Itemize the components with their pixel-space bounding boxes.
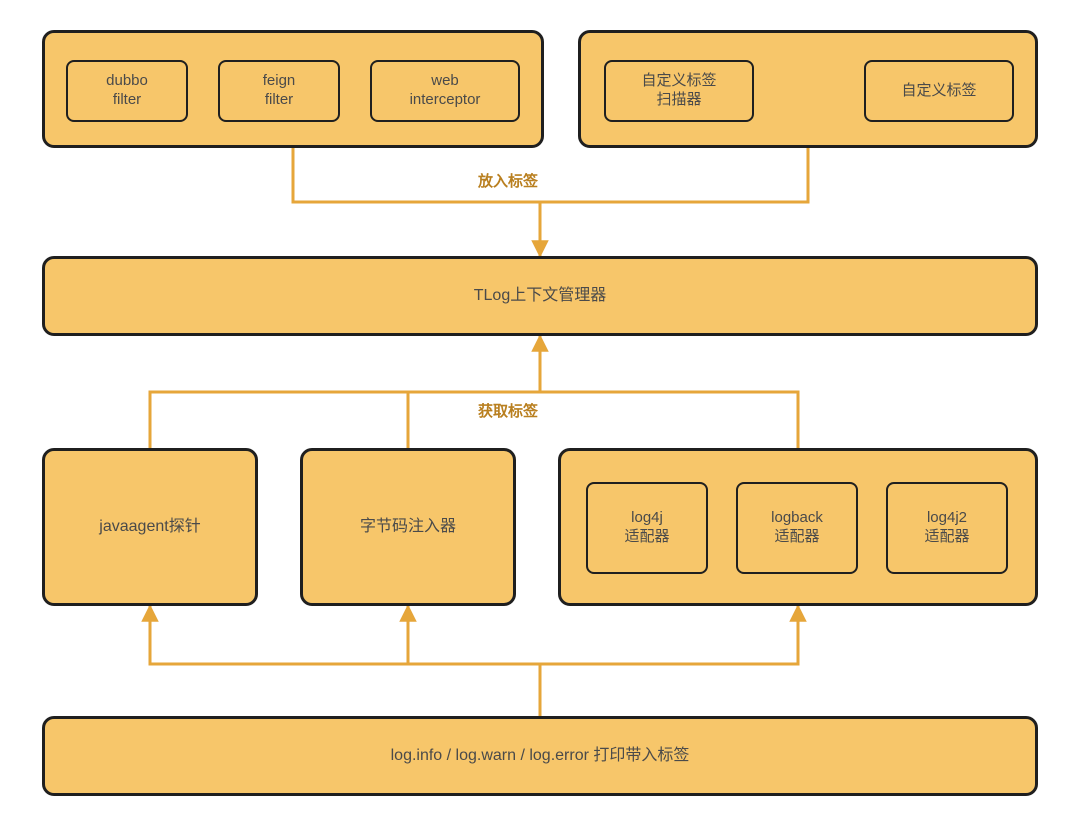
custom-tag-box: 自定义标签	[864, 60, 1014, 122]
web-interceptor-box: web interceptor	[370, 60, 520, 122]
logback-label: logback 适配器	[771, 509, 823, 547]
log4j-label: log4j 适配器	[624, 509, 669, 547]
context-manager-box: TLog上下文管理器	[42, 256, 1038, 336]
context-manager-label: TLog上下文管理器	[474, 286, 606, 306]
feign-filter-box: feign filter	[218, 60, 340, 122]
scanner-label: 自定义标签 扫描器	[641, 72, 716, 110]
log-calls-box: log.info / log.warn / log.error 打印带入标签	[42, 716, 1038, 796]
bytecode-box: 字节码注入器	[300, 448, 516, 606]
web-interceptor-label: web interceptor	[410, 72, 481, 110]
bytecode-label: 字节码注入器	[360, 517, 456, 537]
log4j2-box: log4j2 适配器	[886, 482, 1008, 574]
dubbo-filter-box: dubbo filter	[66, 60, 188, 122]
log4j2-label: log4j2 适配器	[924, 509, 969, 547]
log-calls-label: log.info / log.warn / log.error 打印带入标签	[391, 746, 690, 766]
feign-filter-label: feign filter	[263, 72, 296, 110]
logback-box: logback 适配器	[736, 482, 858, 574]
put-tag-label: 放入标签	[478, 170, 538, 191]
log4j-box: log4j 适配器	[586, 482, 708, 574]
custom-tag-label: 自定义标签	[901, 82, 976, 101]
javaagent-box: javaagent探针	[42, 448, 258, 606]
dubbo-filter-label: dubbo filter	[106, 72, 148, 110]
get-tag-label: 获取标签	[478, 400, 538, 421]
scanner-box: 自定义标签 扫描器	[604, 60, 754, 122]
javaagent-label: javaagent探针	[99, 517, 200, 537]
diagram-stage: dubbo filter feign filter web intercepto…	[0, 0, 1080, 826]
